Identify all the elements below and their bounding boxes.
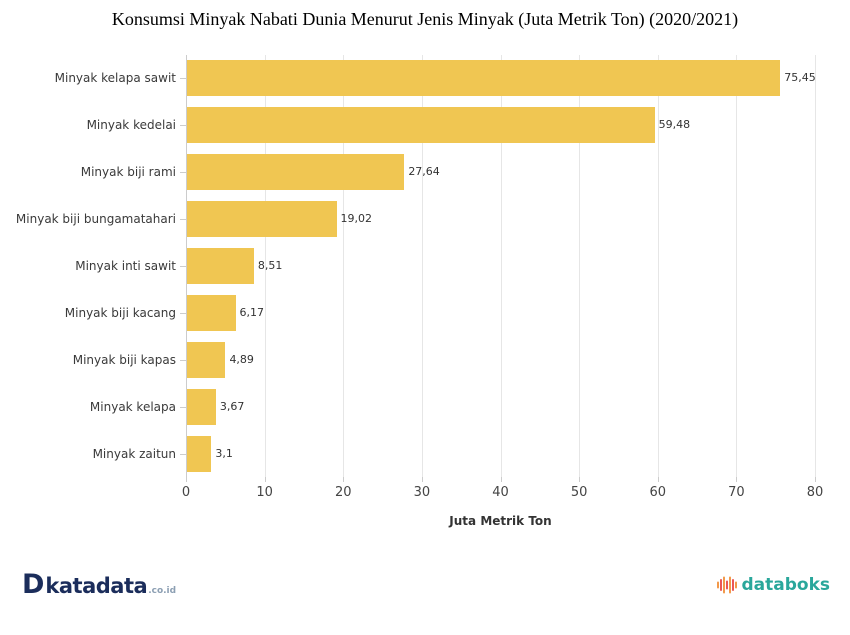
- value-label: 4,89: [229, 352, 254, 366]
- value-label: 8,51: [257, 259, 283, 272]
- bar-3[interactable]: [187, 154, 405, 191]
- axis-tick: [579, 477, 581, 482]
- value-label: 75,45: [784, 71, 816, 85]
- pulse-bars-icon: [717, 576, 738, 594]
- category-label: Minyak kedelai: [86, 118, 176, 133]
- bar-7[interactable]: [187, 341, 226, 378]
- bar-1[interactable]: [187, 60, 781, 97]
- value-label: 27,64: [408, 165, 440, 179]
- y-axis-line: [186, 55, 187, 477]
- x-tick-label: 60: [649, 485, 667, 500]
- category-label: Minyak biji kacang: [64, 305, 176, 320]
- bar-2[interactable]: [187, 107, 655, 144]
- category-label: Minyak inti sawit: [75, 259, 176, 273]
- bar-5[interactable]: [187, 248, 254, 284]
- databoks-logo-text: databoks: [741, 575, 830, 595]
- gridline: [421, 55, 423, 477]
- bar-4[interactable]: [187, 201, 337, 238]
- databoks-logo[interactable]: databoks: [716, 574, 830, 596]
- x-tick-label: 70: [728, 485, 745, 500]
- katadata-domain-suffix: .co.id: [148, 585, 177, 596]
- axis-tick: [343, 477, 345, 482]
- category-label: Minyak biji rami: [80, 165, 176, 180]
- category-label: Minyak biji bungamatahari: [15, 212, 176, 227]
- axis-tick: [657, 477, 659, 482]
- category-tick: [180, 172, 186, 174]
- katadata-logo[interactable]: D katadata .co.id: [22, 568, 177, 600]
- value-label: 6,17: [239, 305, 265, 319]
- x-axis-title: Juta Metrik Ton: [449, 514, 552, 528]
- category-tick: [180, 266, 186, 267]
- bar-6[interactable]: [187, 294, 236, 331]
- bar-8[interactable]: [187, 388, 216, 425]
- axis-tick: [736, 477, 738, 482]
- x-tick-label: 20: [334, 485, 352, 500]
- value-label: 59,48: [658, 118, 691, 132]
- value-label: 3,1: [215, 446, 233, 460]
- category-label: Minyak kelapa sawit: [54, 71, 176, 86]
- axis-tick: [186, 477, 187, 482]
- category-tick: [180, 406, 186, 408]
- x-tick-label: 50: [570, 485, 588, 500]
- gridline: [815, 55, 816, 477]
- category-label: Minyak kelapa: [89, 399, 176, 414]
- value-label: 3,67: [219, 399, 245, 413]
- x-tick-label: 0: [181, 485, 191, 500]
- value-label: 19,02: [340, 212, 373, 226]
- gridline: [579, 55, 581, 477]
- category-tick: [180, 78, 186, 80]
- axis-tick: [264, 477, 266, 482]
- category-tick: [180, 125, 186, 127]
- x-tick-label: 40: [492, 485, 509, 500]
- axis-tick: [500, 477, 502, 482]
- category-label: Minyak zaitun: [92, 446, 176, 461]
- category-tick: [180, 219, 186, 221]
- x-tick-label: 30: [413, 485, 431, 500]
- katadata-logo-text: katadata: [45, 573, 148, 598]
- gridline: [657, 55, 659, 477]
- axis-tick: [815, 477, 816, 482]
- gridline: [736, 55, 738, 477]
- gridline: [264, 55, 266, 477]
- category-tick: [180, 312, 186, 314]
- x-tick-label: 80: [806, 485, 824, 500]
- category-tick: [180, 359, 186, 361]
- gridline: [343, 55, 345, 477]
- footer: D katadata .co.id databoks: [0, 563, 850, 607]
- category-tick: [180, 453, 186, 455]
- katadata-d-icon: D: [22, 568, 44, 600]
- axis-tick: [421, 477, 423, 482]
- x-tick-label: 10: [256, 485, 273, 500]
- category-label: Minyak biji kapas: [72, 352, 176, 367]
- gridline: [500, 55, 502, 477]
- bar-9[interactable]: [187, 435, 212, 472]
- chart-title: Konsumsi Minyak Nabati Dunia Menurut Jen…: [111, 9, 739, 29]
